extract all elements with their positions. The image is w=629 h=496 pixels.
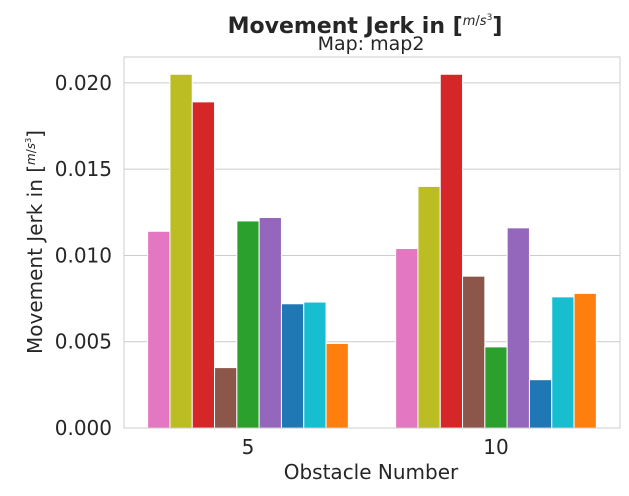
bar — [147, 230, 171, 429]
bar — [280, 303, 305, 429]
ylabel-prefix: Movement Jerk in [ — [23, 165, 47, 354]
bar — [169, 73, 193, 429]
ylabel-unit-num: m — [24, 153, 38, 165]
ylabel-unit-exp: 3 — [24, 138, 33, 143]
x-axis-label: Obstacle Number — [284, 460, 459, 484]
bar — [325, 342, 349, 429]
bar — [484, 346, 508, 429]
bar — [191, 101, 216, 429]
bar — [439, 73, 464, 429]
y-ticks: 0.000 0.005 0.010 0.015 0.020 — [55, 71, 112, 440]
bar — [528, 379, 553, 429]
bars — [147, 73, 597, 429]
bar — [258, 216, 282, 429]
y-tick-label: 0.020 — [55, 71, 112, 95]
bar — [573, 292, 597, 429]
bar — [417, 185, 441, 429]
x-tick-label: 5 — [242, 435, 255, 459]
title-unit-den: s — [480, 14, 487, 29]
title-suffix: ] — [492, 14, 502, 39]
ylabel-unit-den: s — [24, 143, 38, 149]
x-ticks: 5 10 — [242, 435, 509, 459]
ylabel-suffix: ] — [23, 130, 47, 138]
bar — [551, 296, 575, 429]
y-tick-label: 0.010 — [55, 243, 112, 267]
bar — [214, 367, 238, 429]
bar — [395, 248, 419, 429]
bar — [236, 220, 260, 429]
bar — [462, 275, 486, 429]
title-unit-num: m — [463, 14, 476, 29]
plot-frame — [123, 56, 621, 429]
bar — [303, 301, 327, 429]
y-tick-label: 0.005 — [55, 330, 112, 354]
x-tick-label: 10 — [483, 435, 508, 459]
y-axis-label: Movement Jerk in [m/s3] — [23, 130, 47, 354]
chart-title: Movement Jerk in [m/s3] — [228, 13, 503, 39]
title-unit-exp: 3 — [487, 13, 493, 23]
bar — [506, 227, 530, 429]
y-tick-label: 0.015 — [55, 157, 112, 181]
chart-subtitle: Map: map2 — [318, 33, 425, 55]
title-prefix: Movement Jerk in [ — [228, 14, 463, 39]
y-tick-label: 0.000 — [55, 416, 112, 440]
